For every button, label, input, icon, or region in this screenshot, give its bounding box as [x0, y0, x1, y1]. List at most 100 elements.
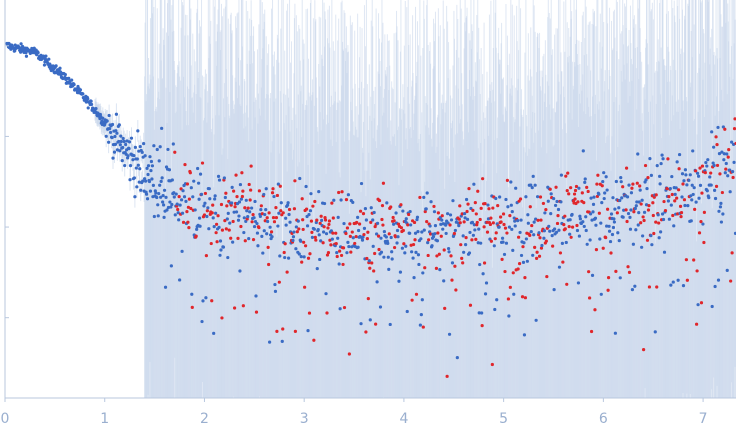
x-tick-label-4: 4 — [399, 411, 408, 427]
data-point — [312, 227, 316, 231]
data-point — [298, 176, 302, 181]
data-point-negative — [303, 285, 307, 289]
data-point — [464, 197, 469, 202]
data-point-negative — [449, 254, 453, 258]
data-point-negative — [311, 204, 315, 208]
data-point-negative — [544, 208, 548, 212]
data-point — [198, 224, 202, 228]
data-point-negative — [570, 225, 575, 229]
data-point-negative — [391, 215, 395, 220]
data-point — [172, 195, 176, 199]
data-point — [512, 292, 516, 296]
data-point-negative — [409, 243, 413, 247]
data-point — [428, 224, 432, 228]
data-point — [81, 92, 85, 96]
data-point — [415, 215, 420, 219]
data-point-negative — [315, 218, 319, 222]
data-point — [420, 230, 424, 234]
data-point-negative — [646, 208, 651, 212]
data-point — [291, 238, 295, 243]
data-point-negative — [381, 181, 386, 185]
data-point-negative — [224, 227, 228, 231]
data-point — [403, 251, 407, 255]
data-point-negative — [439, 234, 443, 238]
data-point — [387, 267, 391, 271]
data-point-negative — [585, 185, 589, 189]
data-point-negative — [279, 209, 283, 213]
data-point — [470, 220, 475, 224]
data-point — [600, 201, 604, 205]
data-point — [382, 255, 386, 259]
data-point — [472, 182, 476, 186]
data-point-negative — [300, 197, 304, 201]
data-point — [272, 194, 276, 199]
data-point — [258, 214, 262, 218]
data-point — [150, 164, 155, 168]
data-point — [451, 199, 455, 203]
data-point-negative — [364, 330, 368, 334]
data-point — [336, 236, 340, 240]
data-point — [669, 283, 673, 287]
data-point-negative — [224, 191, 228, 195]
data-point — [725, 268, 729, 272]
data-point-negative — [259, 204, 263, 208]
data-point — [513, 224, 517, 228]
data-point — [534, 217, 538, 221]
data-point — [446, 246, 451, 251]
data-point-negative — [263, 219, 267, 223]
data-point — [521, 260, 526, 265]
data-point — [108, 130, 113, 135]
x-ticks: 0 1 2 3 4 5 6 7 — [1, 398, 708, 427]
data-point — [216, 174, 221, 178]
data-point-negative — [204, 254, 208, 258]
data-point — [425, 191, 429, 195]
data-point-negative — [325, 253, 330, 257]
data-point — [375, 232, 379, 236]
data-point-negative — [574, 184, 579, 189]
data-point-negative — [470, 238, 474, 242]
data-point-negative — [247, 182, 251, 187]
data-point-negative — [626, 265, 630, 269]
data-point-negative — [458, 221, 462, 225]
data-point — [469, 206, 473, 211]
data-point — [160, 176, 164, 180]
data-point — [472, 223, 476, 227]
data-point-negative — [306, 256, 311, 260]
data-point-negative — [194, 234, 198, 238]
data-point-negative — [342, 305, 347, 310]
data-point-negative — [638, 184, 642, 188]
data-point — [137, 149, 141, 153]
data-point — [417, 262, 421, 267]
data-point — [435, 239, 439, 243]
data-point — [659, 161, 663, 166]
data-point-negative — [567, 224, 571, 229]
data-point — [145, 197, 150, 201]
data-point — [607, 229, 612, 233]
data-point — [601, 179, 605, 184]
data-point — [317, 190, 321, 194]
data-point — [507, 225, 511, 229]
data-point — [231, 240, 235, 244]
data-point-negative — [274, 216, 279, 220]
data-point — [315, 267, 319, 271]
data-point-negative — [265, 216, 269, 220]
data-point — [362, 226, 367, 230]
data-point-negative — [667, 195, 671, 199]
data-point — [412, 276, 416, 280]
data-point — [468, 230, 472, 235]
data-point — [683, 168, 688, 172]
data-point — [674, 186, 678, 190]
data-point — [730, 170, 735, 174]
data-point-negative — [373, 251, 377, 256]
data-point — [173, 213, 177, 217]
data-point — [462, 250, 466, 254]
data-point — [239, 197, 244, 201]
data-point — [70, 78, 74, 82]
data-point-negative — [227, 228, 231, 232]
data-point — [733, 231, 736, 235]
data-point — [618, 276, 622, 280]
data-point — [704, 160, 708, 165]
data-point — [268, 225, 272, 229]
data-point — [556, 207, 561, 212]
